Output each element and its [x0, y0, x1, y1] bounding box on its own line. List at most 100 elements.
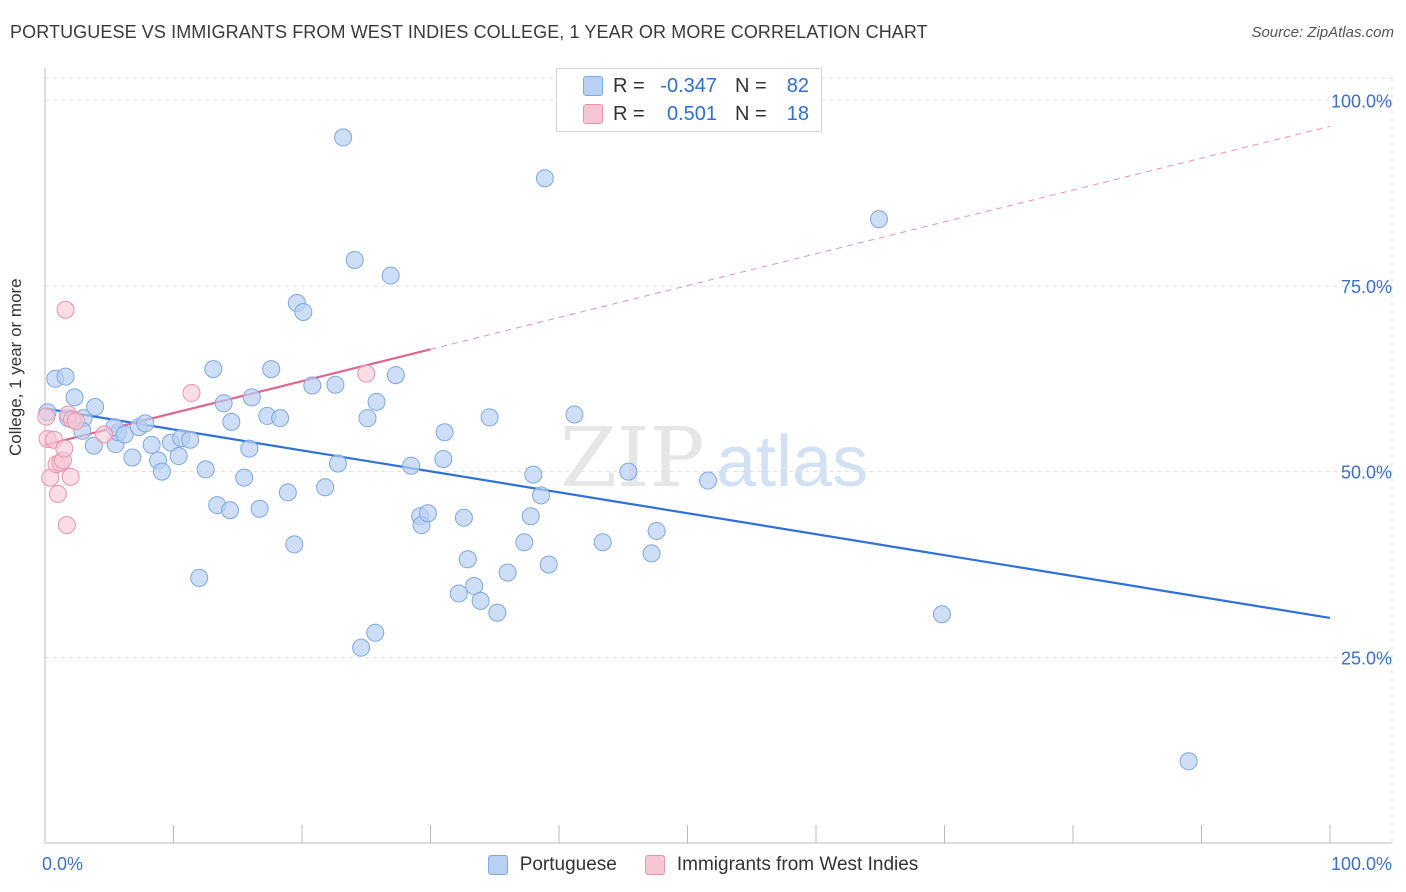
point-portuguese: [381, 266, 400, 285]
point-west-indies: [182, 383, 201, 402]
legend-item-portuguese[interactable]: Portuguese: [487, 854, 617, 876]
trendline-west-indies-extension: [430, 125, 1331, 350]
point-portuguese: [84, 436, 103, 455]
point-west-indies: [56, 300, 75, 319]
legend-n-value: 82: [786, 74, 809, 97]
point-portuguese: [386, 366, 405, 385]
point-portuguese: [869, 210, 888, 229]
points-layer: [37, 128, 1198, 771]
point-portuguese: [435, 423, 454, 442]
point-portuguese: [454, 508, 473, 527]
point-portuguese: [316, 478, 335, 497]
point-portuguese: [250, 499, 269, 518]
legend-label-west-indies: Immigrants from West Indies: [676, 854, 919, 875]
point-portuguese: [642, 544, 661, 563]
point-portuguese: [115, 425, 134, 444]
point-west-indies: [66, 412, 85, 431]
point-portuguese: [326, 375, 345, 394]
point-west-indies: [357, 364, 376, 383]
legend-swatch-pink: [644, 855, 665, 875]
point-portuguese: [136, 414, 155, 433]
point-portuguese: [303, 376, 322, 395]
legend-n-value: 18: [786, 102, 809, 125]
point-portuguese: [242, 388, 261, 407]
point-west-indies: [95, 425, 114, 444]
point-portuguese: [402, 456, 421, 475]
point-portuguese: [498, 563, 517, 582]
point-west-indies: [48, 484, 67, 503]
legend-r-value: 0.501: [666, 102, 717, 125]
point-portuguese: [328, 454, 347, 473]
point-portuguese: [169, 447, 188, 466]
point-portuguese: [593, 533, 612, 552]
point-portuguese: [334, 128, 353, 147]
point-west-indies: [37, 407, 56, 426]
trendline-portuguese: [44, 407, 1331, 620]
point-portuguese: [619, 462, 638, 481]
point-portuguese: [458, 550, 477, 569]
point-portuguese: [352, 638, 371, 657]
point-portuguese: [1179, 752, 1198, 771]
point-portuguese: [358, 409, 377, 428]
y-tick-label: 25.0%: [1341, 648, 1392, 668]
point-portuguese: [65, 388, 84, 407]
point-portuguese: [532, 486, 551, 505]
legend-n-label: N =: [735, 74, 767, 97]
point-portuguese: [204, 360, 223, 379]
legend-item-west-indies[interactable]: Immigrants from West Indies: [644, 854, 919, 876]
point-portuguese: [535, 169, 554, 188]
watermark: ZIP atlas: [560, 411, 868, 506]
point-portuguese: [449, 584, 468, 603]
point-portuguese: [465, 577, 484, 596]
point-portuguese: [418, 504, 437, 523]
point-portuguese: [480, 408, 499, 427]
point-portuguese: [521, 507, 540, 526]
tick-label-layer: 25.0% 50.0% 75.0% 100.0% 0.0% 100.0%: [42, 91, 1392, 874]
y-tick-label: 75.0%: [1341, 277, 1392, 297]
point-portuguese: [285, 535, 304, 554]
point-portuguese: [214, 394, 233, 413]
y-axis-label: College, 1 year or more: [6, 278, 25, 456]
legend-row-portuguese: R = -0.347 N = 82: [583, 73, 809, 99]
point-portuguese: [142, 435, 161, 454]
point-portuguese: [488, 603, 507, 622]
point-portuguese: [190, 568, 209, 587]
point-west-indies: [55, 439, 74, 458]
legend-row-west-indies: R = 0.501 N = 18: [583, 101, 809, 127]
point-portuguese: [123, 448, 142, 467]
series-legend: Portuguese Immigrants from West Indies: [0, 852, 1406, 878]
point-portuguese: [345, 250, 364, 269]
point-portuguese: [294, 302, 313, 321]
watermark-zip: ZIP: [560, 411, 705, 506]
y-tick-label: 50.0%: [1341, 463, 1392, 483]
source-credit: Source: ZipAtlas.com: [1251, 24, 1394, 41]
trend-layer: [44, 125, 1331, 620]
point-portuguese: [56, 367, 75, 386]
point-portuguese: [152, 462, 171, 481]
legend-swatch-pink: [583, 104, 603, 124]
point-portuguese: [235, 468, 254, 487]
point-portuguese: [565, 405, 584, 424]
y-tick-label: 100.0%: [1331, 91, 1392, 111]
point-portuguese: [262, 360, 281, 379]
point-portuguese: [221, 501, 240, 520]
point-portuguese: [434, 450, 453, 469]
point-portuguese: [278, 483, 297, 502]
point-portuguese: [366, 623, 385, 642]
point-portuguese: [471, 591, 490, 610]
stats-legend: R = -0.347 N = 82 R = 0.501 N = 18: [556, 68, 822, 132]
point-portuguese: [932, 605, 951, 624]
point-portuguese: [196, 460, 215, 479]
point-portuguese: [515, 533, 534, 552]
legend-r-value: -0.347: [660, 74, 717, 97]
point-west-indies: [57, 516, 76, 535]
point-portuguese: [524, 465, 543, 484]
axis-layer: [44, 68, 1392, 844]
legend-r-label: R =: [613, 102, 645, 125]
point-portuguese: [699, 471, 718, 490]
watermark-atlas: atlas: [716, 422, 868, 502]
point-portuguese: [181, 430, 200, 449]
point-portuguese: [240, 439, 259, 458]
chart-title: PORTUGUESE VS IMMIGRANTS FROM WEST INDIE…: [10, 22, 928, 42]
